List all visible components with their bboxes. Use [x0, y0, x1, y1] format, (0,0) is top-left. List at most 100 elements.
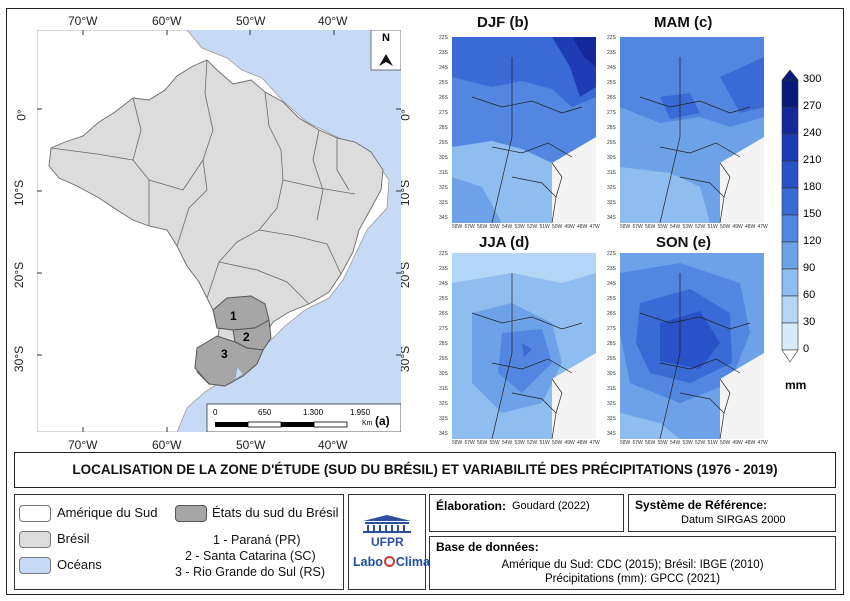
small-map-lat-tick: 29S	[607, 356, 616, 362]
colorbar-tick-label: 240	[803, 127, 822, 139]
small-map-lat-tick: 25S	[439, 296, 448, 302]
legend-swatch-states	[175, 505, 207, 522]
small-map-lat-tick: 34S	[439, 215, 448, 221]
small-map-lat-tick: 27S	[607, 110, 616, 116]
small-map-lon-tick: 52W	[695, 224, 706, 230]
colorbar-tick-label: 90	[803, 262, 816, 274]
small-map-lon-tick: 56W	[645, 224, 656, 230]
scale-value: 1.950	[350, 408, 371, 417]
small-map-lon-tick: 55W	[489, 224, 500, 230]
legend-swatch-brazil	[19, 531, 51, 548]
small-map-lon-tick: 51W	[707, 224, 718, 230]
small-map-lon-tick: 52W	[695, 440, 706, 446]
panel-label-a: (a)	[375, 414, 390, 428]
small-map-lat-tick: 33S	[607, 416, 616, 422]
small-map-lat-tick: 22S	[439, 251, 448, 257]
small-map-lon-tick: 50W	[552, 440, 563, 446]
colorbar-tick-label: 0	[803, 343, 810, 355]
elaboration-label: Élaboration:	[436, 499, 507, 513]
scale-value: 650	[258, 408, 272, 417]
scale-bar-icon	[215, 421, 348, 428]
labo-text: Labo	[353, 555, 383, 569]
scale-unit: Km	[362, 420, 373, 427]
small-map-lat-tick: 23S	[439, 266, 448, 272]
state-number-2: 2	[243, 330, 250, 344]
small-map-lon-tick: 49W	[564, 224, 575, 230]
small-map-lon-tick: 58W	[452, 440, 463, 446]
small-map-lat-tick: 32S	[439, 401, 448, 407]
small-map-lat-tick: 30S	[439, 371, 448, 377]
legend-box: Amérique du Sud Brésil Océans États du s…	[14, 494, 344, 590]
lagoon-shape	[234, 365, 244, 381]
lon-label-bottom: 70°W	[68, 438, 98, 452]
colorbar-tick-label: 150	[803, 208, 822, 220]
elaboration-box: Élaboration: Goudard (2022)	[429, 494, 624, 532]
small-map-lat-tick: 24S	[607, 65, 616, 71]
small-map-lat-tick: 30S	[607, 155, 616, 161]
colorbar-segment	[781, 160, 799, 189]
small-map-lon-tick: 54W	[502, 224, 513, 230]
state-rio-grande-do-sul	[194, 335, 264, 387]
southern-states	[194, 295, 272, 387]
north-label: N	[382, 32, 390, 44]
lon-label-top: 50°W	[236, 14, 266, 28]
small-map-lon-tick: 56W	[645, 440, 656, 446]
lon-label-bottom: 40°W	[318, 438, 348, 452]
state-number-1: 1	[230, 309, 237, 323]
lat-label-left: 10°S	[12, 179, 27, 207]
database-label: Base de données:	[436, 540, 539, 554]
small-map-lon-tick: 50W	[720, 440, 731, 446]
small-map-lon-tick: 47W	[589, 224, 600, 230]
legend-states-title: États du sud du Brésil	[212, 505, 339, 520]
small-map-lat-tick: 27S	[439, 110, 448, 116]
precip-map-jja	[452, 253, 596, 439]
legend-swatch-south-america	[19, 505, 51, 522]
small-map-lat-tick: 31S	[607, 386, 616, 392]
ufpr-building-icon	[363, 515, 411, 533]
small-map-lon-tick: 48W	[745, 440, 756, 446]
small-map-lat-tick: 34S	[607, 431, 616, 437]
precip-title-son: SON (e)	[656, 234, 712, 251]
lat-label-left: 30°S	[12, 345, 27, 373]
small-map-lon-tick: 58W	[620, 224, 631, 230]
legend-state-sc: 2 - Santa Catarina (SC)	[185, 549, 316, 563]
small-map-lat-tick: 27S	[607, 326, 616, 332]
small-map-lon-tick: 53W	[514, 440, 525, 446]
small-map-lat-tick: 29S	[439, 356, 448, 362]
small-map-lon-tick: 57W	[464, 224, 475, 230]
small-map-lon-tick: 55W	[657, 440, 668, 446]
precip-map-mam	[620, 37, 764, 223]
small-map-lon-tick: 52W	[527, 440, 538, 446]
north-arrow-icon	[379, 54, 393, 66]
precip-colorbar	[781, 70, 799, 363]
small-map-lat-tick: 24S	[607, 281, 616, 287]
small-map-lat-tick: 23S	[607, 50, 616, 56]
colorbar-unit: mm	[785, 378, 807, 392]
small-map-lon-tick: 57W	[464, 440, 475, 446]
colorbar-segment	[781, 241, 799, 270]
scale-value: 1.300	[303, 408, 324, 417]
precip-title-djf: DJF (b)	[477, 14, 529, 31]
colorbar-segment	[781, 268, 799, 297]
lon-label-bottom: 60°W	[152, 438, 182, 452]
small-map-lat-tick: 22S	[439, 35, 448, 41]
legend-oceans: Océans	[57, 557, 102, 572]
small-map-lat-tick: 28S	[439, 341, 448, 347]
small-map-lon-tick: 49W	[732, 440, 743, 446]
lon-label-top: 70°W	[68, 14, 98, 28]
scale-value: 0	[213, 408, 218, 417]
database-line-1: Amérique du Sud: CDC (2015); Brésil: IBG…	[501, 559, 764, 571]
small-map-lat-tick: 25S	[439, 80, 448, 86]
small-map-lat-tick: 29S	[439, 140, 448, 146]
small-map-lon-tick: 53W	[682, 224, 693, 230]
laboclima-logo: Labo Clima	[353, 555, 430, 569]
colorbar-tick-label: 30	[803, 316, 816, 328]
ufpr-logo-text: UFPR	[371, 535, 404, 549]
precip-title-jja: JJA (d)	[479, 234, 530, 251]
colorbar-segment	[781, 187, 799, 216]
small-map-lon-tick: 47W	[757, 224, 768, 230]
small-map-lon-tick: 55W	[657, 224, 668, 230]
precip-title-mam: MAM (c)	[654, 14, 713, 31]
small-map-lat-tick: 28S	[439, 125, 448, 131]
small-map-lat-tick: 32S	[607, 401, 616, 407]
